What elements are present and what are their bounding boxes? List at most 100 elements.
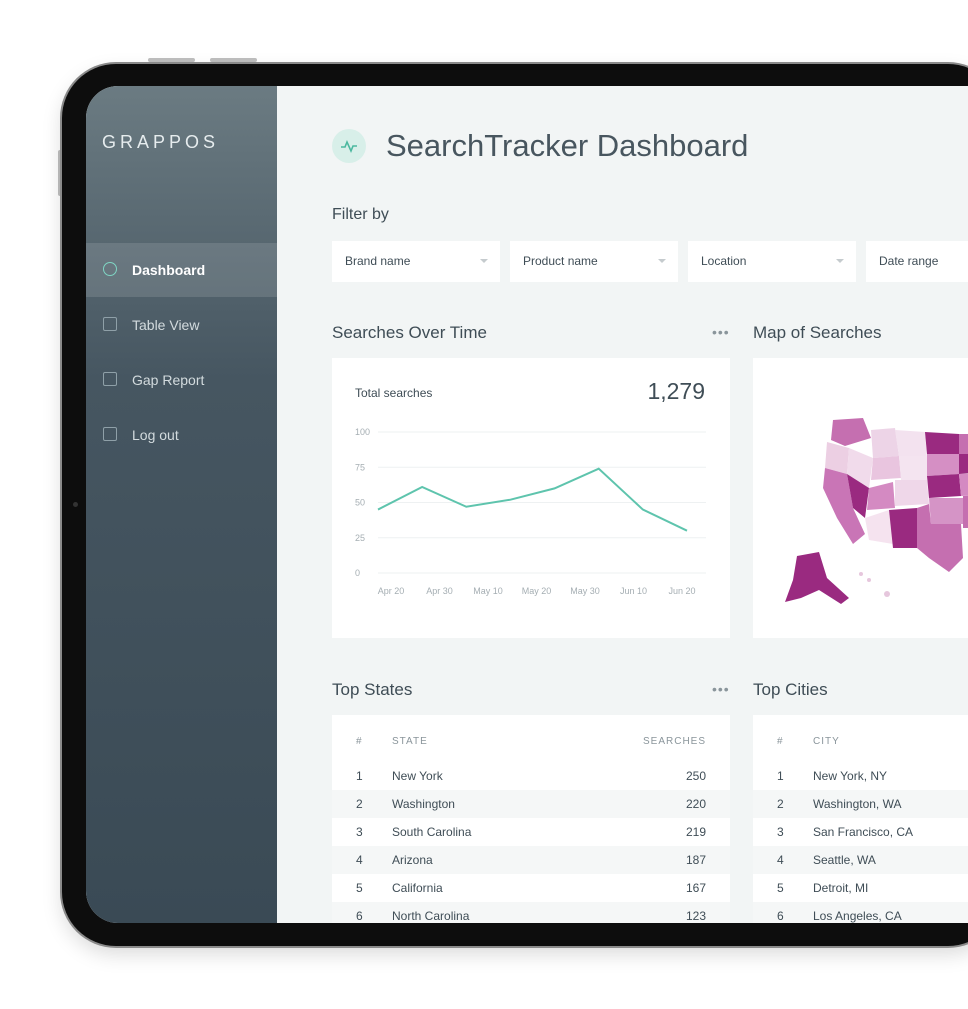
table-cell: 1: [777, 769, 784, 783]
camera: [73, 502, 78, 507]
column-header: CITY: [813, 736, 840, 747]
menu-label: Table View: [132, 317, 200, 333]
device-button: [58, 150, 62, 196]
filter-heading: Filter by: [332, 206, 389, 223]
total-label: Total searches: [355, 386, 433, 400]
menu-label: Log out: [132, 427, 179, 443]
menu-label: Gap Report: [132, 372, 205, 388]
cities-table: # CITY 1 New York, NY 2 Washington, WA 3 San Fr…: [753, 715, 968, 923]
table-row: 1 New York 250: [332, 762, 730, 790]
page-title: SearchTracker Dashboard: [386, 128, 749, 163]
table-row: 3 San Francisco, CA: [753, 818, 968, 846]
column-header: #: [356, 736, 363, 747]
x-tick-label: May 10: [473, 586, 503, 596]
table-cell: 187: [685, 853, 706, 867]
table-row: 5 Detroit, MI: [753, 874, 968, 902]
pulse-icon: [341, 139, 357, 154]
map-card: [753, 358, 968, 638]
filter-dropdown[interactable]: Location: [688, 241, 856, 282]
table-cell: Los Angeles, CA: [813, 909, 902, 923]
table-cell: 3: [777, 825, 784, 839]
sidebar: GRAPPOS Dashboard Table View Gap Report Log…: [86, 86, 277, 923]
menu-icon: [103, 317, 117, 331]
device-button: [148, 58, 195, 62]
chevron: [658, 259, 666, 263]
table-cell: North Carolina: [392, 909, 470, 923]
table-row: 6 Los Angeles, CA: [753, 902, 968, 923]
states-table: # STATE SEARCHES 1 New York 250 2 Washington 220…: [332, 715, 730, 923]
table-cell: 6: [356, 909, 363, 923]
filter-dropdown[interactable]: Brand name: [332, 241, 500, 282]
section-title: Top Cities: [753, 680, 828, 699]
table-row: 1 New York, NY: [753, 762, 968, 790]
filter-label: Product name: [523, 254, 598, 268]
filter-label: Brand name: [345, 254, 411, 268]
device-button: [210, 58, 257, 62]
table-row: 2 Washington 220: [332, 790, 730, 818]
table-cell: 123: [685, 909, 706, 923]
column-header: SEARCHES: [642, 736, 706, 747]
more-menu[interactable]: •••: [712, 681, 730, 697]
table-row: 3 South Carolina 219: [332, 818, 730, 846]
table-row: 4 Arizona 187: [332, 846, 730, 874]
y-tick-label: 50: [355, 498, 365, 508]
table-cell: 6: [777, 909, 784, 923]
section-title: Map of Searches: [753, 323, 882, 342]
total-value: 1,279: [647, 378, 705, 404]
menu-label: Dashboard: [132, 262, 206, 278]
column-header: STATE: [392, 736, 428, 747]
table-cell: 219: [685, 825, 706, 839]
table-cell: 5: [777, 881, 784, 895]
table-cell: New York: [392, 769, 443, 783]
table-row: 2 Washington, WA: [753, 790, 968, 818]
table-row: 6 North Carolina 123: [332, 902, 730, 923]
series-line: [377, 467, 688, 532]
table-cell: Arizona: [392, 853, 433, 867]
filter-label: Location: [701, 254, 747, 268]
table-cell: Detroit, MI: [813, 881, 869, 895]
table-row: 5 California 167: [332, 874, 730, 902]
table-cell: 1: [356, 769, 363, 783]
chevron: [480, 259, 488, 263]
table-cell: South Carolina: [392, 825, 472, 839]
section-title: Searches Over Time: [332, 323, 487, 342]
us-map: [785, 418, 968, 604]
chart-card: Total searches 1,279 0 25 50 75 100 Apr 20 Apr…: [332, 358, 730, 638]
filter-dropdown[interactable]: Date range: [866, 241, 968, 282]
table-cell: 2: [356, 797, 363, 811]
table-cell: California: [392, 881, 443, 895]
y-tick-label: 75: [355, 462, 365, 472]
table-cell: 167: [685, 881, 706, 895]
line-chart: 0 25 50 75 100 Apr 20 Apr 30 May 10 May 20 May 30…: [355, 427, 706, 596]
table-cell: 4: [777, 853, 784, 867]
table-row: 4 Seattle, WA: [753, 846, 968, 874]
x-tick-label: Jun 10: [620, 586, 647, 596]
menu-item[interactable]: Log out: [86, 408, 277, 462]
table-cell: 3: [356, 825, 363, 839]
table-cell: Seattle, WA: [813, 853, 876, 867]
more-menu[interactable]: •••: [712, 324, 730, 340]
table-cell: San Francisco, CA: [813, 825, 914, 839]
header-icon: [332, 129, 366, 163]
y-tick-label: 100: [355, 427, 370, 437]
menu-item[interactable]: Gap Report: [86, 353, 277, 407]
y-tick-label: 0: [355, 568, 360, 578]
column-header: #: [777, 736, 784, 747]
menu-icon: [103, 427, 117, 441]
table-cell: New York, NY: [813, 769, 888, 783]
table-cell: 4: [356, 853, 363, 867]
screen: GRAPPOS Dashboard Table View Gap Report Log…: [86, 86, 968, 923]
filter-label: Date range: [879, 254, 939, 268]
x-tick-label: May 20: [522, 586, 552, 596]
menu-item[interactable]: Table View: [86, 298, 277, 352]
menu-item[interactable]: Dashboard: [86, 243, 277, 297]
menu-icon: [103, 372, 117, 386]
table-cell: Washington: [392, 797, 455, 811]
table-cell: 2: [777, 797, 784, 811]
x-tick-label: Apr 30: [426, 586, 453, 596]
table-cell: 5: [356, 881, 363, 895]
filter-dropdown[interactable]: Product name: [510, 241, 678, 282]
table-cell: Washington, WA: [813, 797, 902, 811]
brand: GRAPPOS: [102, 132, 220, 152]
chevron: [836, 259, 844, 263]
